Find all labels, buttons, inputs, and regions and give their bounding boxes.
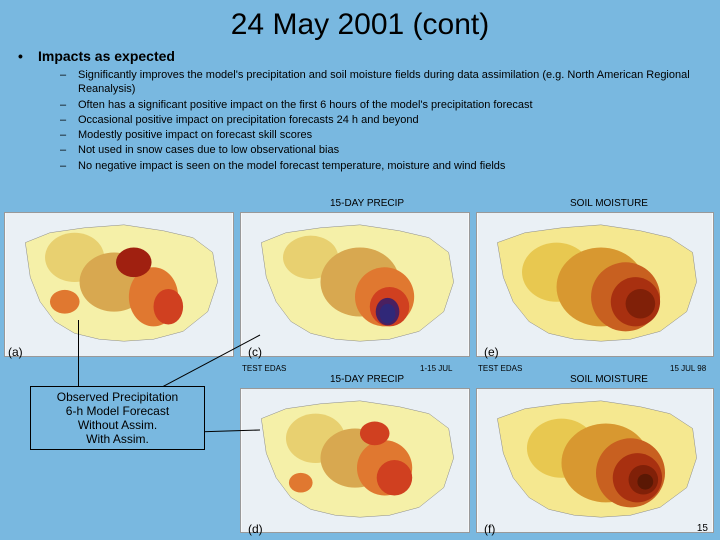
slide-title: 24 May 2001 (cont) [0,0,720,48]
label-d: (d) [248,522,263,536]
main-bullet: Impacts as expected [0,48,720,64]
label-e: (e) [484,345,499,359]
label-a: (a) [8,345,23,359]
sub-bullet-list: Significantly improves the model's preci… [0,68,720,173]
callout-line: Observed Precipitation [34,390,201,404]
label-soil-bot: SOIL MOISTURE [570,374,648,385]
map-d [240,388,470,533]
map-c [240,212,470,357]
label-precip-top: 15-DAY PRECIP [330,198,404,209]
label-f: (f) [484,522,495,536]
sub-bullet-item: Often has a significant positive impact … [78,98,700,112]
usa-outline-icon [241,389,469,532]
usa-outline-icon [477,213,713,356]
callout-box: Observed Precipitation 6-h Model Forecas… [30,386,205,450]
page-number: 15 [697,523,708,534]
sub-bullet-item: Significantly improves the model's preci… [78,68,700,97]
callout-line: 6-h Model Forecast [34,404,201,418]
label-test-edas-e: TEST EDAS [478,364,522,373]
map-e [476,212,714,357]
sub-bullet-item: Not used in snow cases due to low observ… [78,143,700,157]
label-soil-top: SOIL MOISTURE [570,198,648,209]
usa-outline-icon [477,389,713,532]
sub-bullet-item: Occasional positive impact on precipitat… [78,113,700,127]
usa-outline-icon [241,213,469,356]
map-f [476,388,714,533]
callout-line: With Assim. [34,432,201,446]
sub-bullet-item: No negative impact is seen on the model … [78,159,700,173]
label-precip-bot: 15-DAY PRECIP [330,374,404,385]
arrow-line-icon [78,320,79,386]
sub-bullet-item: Modestly positive impact on forecast ski… [78,128,700,142]
callout-line: Without Assim. [34,418,201,432]
label-date-c: 1-15 JUL [420,364,452,373]
maps-container: 15-DAY PRECIP SOIL MOISTURE [0,200,720,540]
label-date-e: 15 JUL 98 [670,364,706,373]
